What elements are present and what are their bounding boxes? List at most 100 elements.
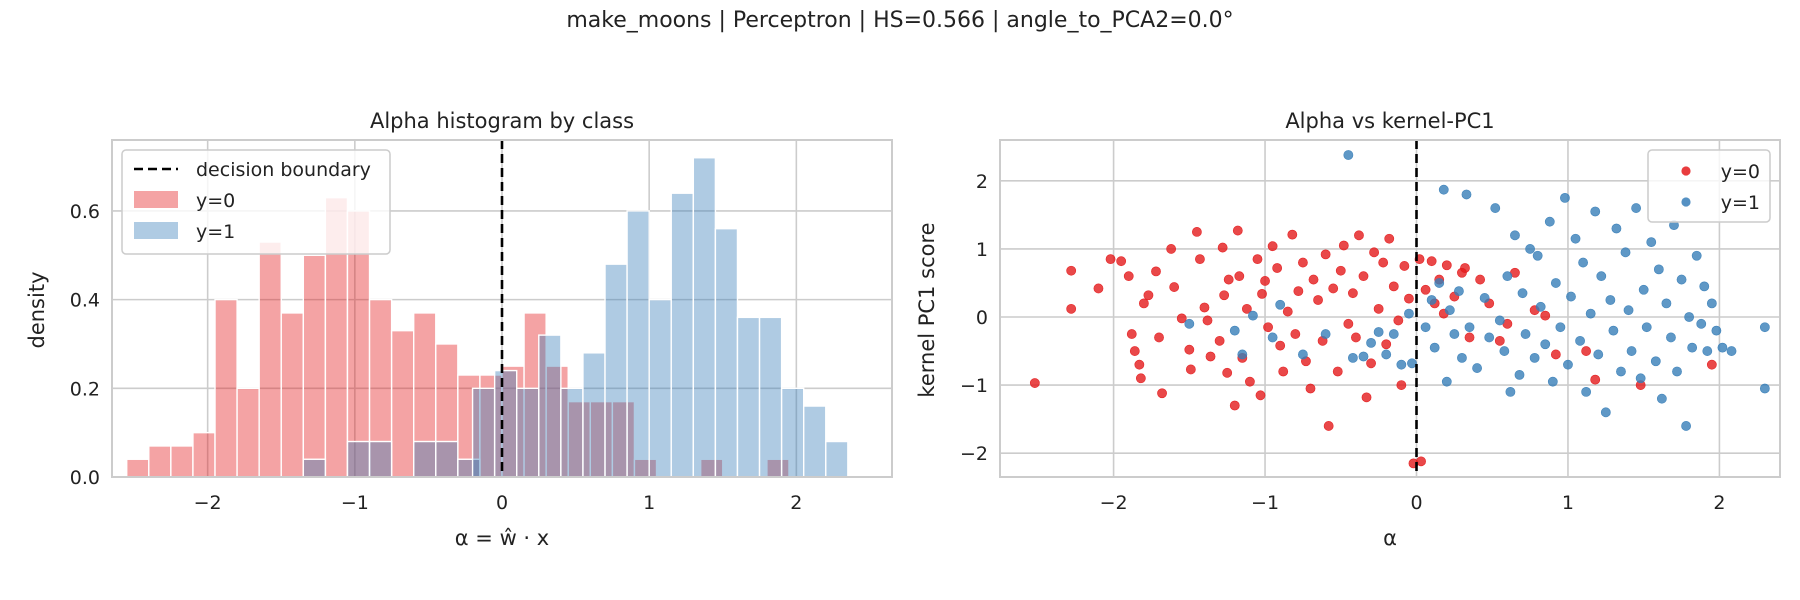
scatter-ytick-label: 0 — [976, 307, 988, 329]
scatter-point-y1 — [1620, 247, 1631, 258]
scatter-point-y1 — [1759, 322, 1770, 333]
hist-legend-y1-label: y=1 — [196, 221, 235, 243]
scatter-legend-y0-swatch — [1681, 166, 1691, 176]
scatter-point-y1 — [1426, 295, 1437, 305]
scatter-point-y0 — [1287, 229, 1298, 240]
scatter-xtick-label: −1 — [1251, 492, 1279, 514]
scatter-point-y1 — [1611, 223, 1622, 234]
hist-bar-y1 — [626, 210, 650, 478]
scatter-xtick-label: 1 — [1562, 492, 1574, 514]
scatter-point-y1 — [1358, 351, 1369, 362]
hist-bar-y0 — [126, 458, 150, 478]
hist-bar-y1 — [302, 458, 327, 478]
scatter-point-y0 — [1282, 306, 1293, 317]
scatter-point-y1 — [1472, 363, 1482, 373]
hist-legend-y0-label: y=0 — [196, 190, 235, 212]
scatter-point-y0 — [1267, 241, 1278, 252]
scatter-point-y0 — [1151, 266, 1161, 277]
scatter-point-y0 — [1105, 254, 1116, 265]
scatter-point-y1 — [1666, 332, 1676, 343]
hist-ytick-label: 0.6 — [70, 201, 100, 223]
hist-bar-y1 — [435, 440, 459, 478]
scatter-point-y1 — [1717, 342, 1728, 353]
scatter-point-y0 — [1232, 225, 1243, 236]
histogram-xlabel: α = ŵ · x — [455, 526, 549, 550]
scatter-point-y0 — [1169, 282, 1180, 292]
scatter-point-y1 — [1699, 281, 1710, 292]
scatter-point-y1 — [1479, 293, 1490, 303]
scatter-point-y1 — [1388, 329, 1399, 339]
scatter-point-y1 — [1726, 346, 1737, 356]
scatter-point-y0 — [1234, 271, 1245, 282]
scatter-point-y1 — [1672, 366, 1682, 377]
scatter-point-y1 — [1502, 271, 1513, 282]
scatter-point-y0 — [1195, 254, 1205, 265]
scatter-xtick-label: 2 — [1713, 492, 1725, 514]
scatter-point-y0 — [1143, 290, 1154, 301]
hist-legend-boundary-label: decision boundary — [196, 159, 371, 181]
scatter-point-y1 — [1520, 329, 1531, 339]
scatter-point-y0 — [1126, 329, 1137, 339]
hist-bar-y1 — [471, 387, 496, 478]
scatter-point-y1 — [1535, 301, 1546, 312]
scatter-point-y0 — [1293, 286, 1304, 297]
hist-bar-y0 — [214, 298, 238, 478]
hist-bar-y0 — [280, 312, 305, 478]
scatter-ylabel: kernel PC1 score — [915, 222, 939, 397]
scatter-point-y1 — [1517, 288, 1528, 299]
scatter-xtick-label: 0 — [1410, 492, 1422, 514]
scatter-point-y0 — [1351, 332, 1361, 343]
scatter-point-y1 — [1449, 329, 1460, 339]
scatter-point-y1 — [1373, 327, 1384, 337]
hist-bar-y1 — [368, 440, 393, 478]
scatter-point-y1 — [1711, 325, 1722, 336]
hist-frame — [111, 139, 893, 478]
scatter-point-y1 — [1661, 298, 1672, 309]
scatter-point-y0 — [1464, 332, 1475, 343]
scatter-point-y0 — [1278, 366, 1289, 377]
scatter-ytick-label: −1 — [960, 375, 988, 397]
hist-legend-box — [121, 149, 391, 255]
scatter-point-y1 — [1347, 352, 1358, 363]
scatter-point-y1 — [1623, 305, 1634, 316]
hist-bar-y0 — [236, 387, 260, 478]
scatter-legend-y0-label: y=0 — [1721, 161, 1760, 183]
scatter-point-y1 — [1275, 299, 1286, 310]
scatter-point-y0 — [1396, 380, 1407, 390]
scatter-point-y0 — [1245, 376, 1255, 387]
scatter-point-y0 — [1384, 233, 1395, 244]
scatter-point-y0 — [1185, 364, 1196, 375]
scatter-point-y1 — [1484, 332, 1495, 343]
scatter-point-y1 — [1638, 284, 1649, 295]
scatter-frame — [999, 139, 1781, 478]
scatter-point-y1 — [1434, 278, 1445, 288]
scatter-xtick-label: −2 — [1100, 492, 1128, 514]
scatter-point-y1 — [1267, 332, 1278, 343]
scatter-point-y1 — [1696, 318, 1707, 329]
hist-bar-y1 — [346, 440, 371, 478]
scatter-point-y0 — [1176, 313, 1187, 324]
scatter-point-y1 — [1626, 346, 1637, 356]
scatter-point-y1 — [1616, 366, 1626, 377]
scatter-point-y1 — [1681, 421, 1691, 431]
scatter-ytick-label: 1 — [976, 239, 988, 261]
hist-bar-y1 — [692, 157, 717, 478]
scatter-point-y1 — [1464, 322, 1475, 333]
scatter-point-y0 — [1347, 288, 1358, 299]
scatter-point-y0 — [1420, 284, 1431, 295]
scatter-point-y0 — [1332, 366, 1343, 377]
scatter-point-y1 — [1184, 318, 1195, 329]
hist-bar-y1 — [582, 352, 606, 478]
scatter-point-y0 — [1199, 302, 1210, 313]
scatter-ytick-label: 2 — [976, 171, 988, 193]
scatter-point-y1 — [1656, 393, 1667, 404]
scatter-point-y1 — [1575, 335, 1585, 346]
scatter-point-y1 — [1494, 315, 1505, 326]
scatter-point-y1 — [1605, 295, 1616, 305]
scatter-point-y0 — [1029, 378, 1040, 388]
scatter-point-y1 — [1510, 230, 1520, 241]
scatter-point-y0 — [1404, 293, 1414, 304]
hist-bar-y1 — [714, 227, 739, 478]
scatter-point-y0 — [1343, 318, 1354, 329]
